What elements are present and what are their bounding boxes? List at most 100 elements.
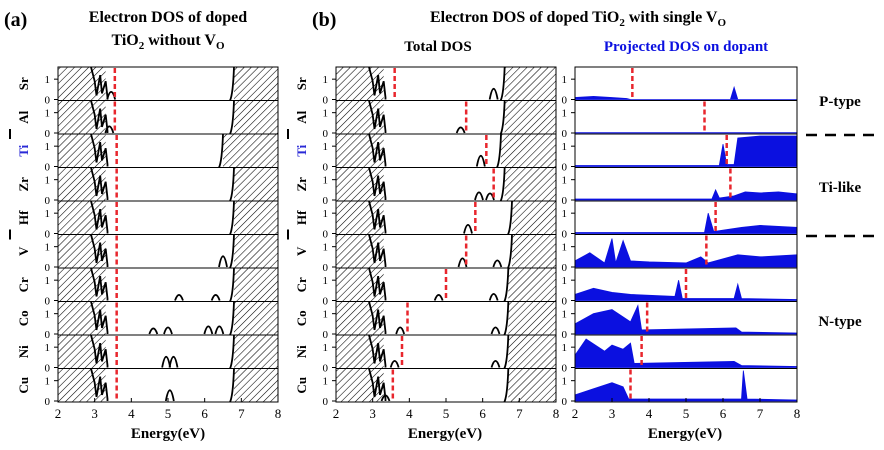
x-tick-label: 2	[333, 406, 340, 421]
conduction-band-edge-curve	[229, 267, 235, 302]
dos-peak	[168, 355, 179, 368]
y-tick-label: 0	[562, 296, 568, 308]
y-tick-label: 1	[45, 376, 51, 388]
y-tick-label: 1	[323, 74, 329, 86]
y-tick-label: 1	[45, 141, 51, 153]
dos-peak	[433, 294, 444, 301]
y-tick-label: 0	[562, 128, 568, 140]
x-tick-label: 7	[238, 406, 245, 421]
dos-peak	[488, 87, 499, 100]
label-ti-like: Ti-like	[819, 180, 862, 196]
conduction-band-hatch	[508, 301, 556, 335]
y-tick-label: 1	[45, 242, 51, 254]
y-tick-label: 1	[323, 376, 329, 388]
y-tick-label: 1	[323, 175, 329, 187]
conduction-band-edge-curve	[503, 368, 510, 403]
conduction-band-edge-curve	[503, 301, 510, 336]
conduction-band-edge-curve	[218, 133, 224, 168]
y-tick-label: 1	[562, 342, 568, 354]
y-tick-label: 1	[562, 175, 568, 187]
y-tick-label: 0	[323, 296, 329, 308]
projected-dos-area	[574, 135, 798, 167]
valence-band-edge-curve	[368, 66, 387, 100]
dos-peak	[203, 325, 214, 335]
x-tick-label: 2	[572, 406, 579, 421]
valence-band-edge-curve	[90, 234, 109, 267]
dos-peak	[492, 259, 503, 268]
valence-band-edge-curve	[90, 368, 109, 401]
y-tick-label: 0	[45, 363, 51, 375]
dos-peak	[106, 90, 117, 100]
y-tick-label: 0	[45, 195, 51, 207]
conduction-band-edge-curve	[229, 200, 235, 235]
projected-dos-area	[574, 238, 798, 268]
x-tick-label: 3	[91, 406, 98, 421]
y-tick-label: 1	[45, 342, 51, 354]
y-tick-label: 0	[45, 329, 51, 341]
y-tick-label: 1	[45, 275, 51, 287]
conduction-band-hatch	[512, 201, 556, 235]
x-tick-label: 4	[128, 406, 135, 421]
conduction-band-hatch	[504, 167, 556, 201]
dopant-label: Cu	[294, 377, 309, 394]
y-tick-label: 0	[562, 162, 568, 174]
dos-peak	[148, 327, 159, 335]
conduction-band-hatch	[508, 268, 556, 302]
x-tick-label: 5	[165, 406, 172, 421]
dopant-label: Al	[16, 110, 31, 123]
conduction-band-hatch	[234, 167, 278, 201]
x-tick-label: 5	[683, 406, 690, 421]
x-tick-label: 2	[55, 406, 62, 421]
dopant-label: Cr	[16, 277, 31, 292]
y-tick-label: 1	[323, 208, 329, 220]
row-frame	[574, 66, 798, 101]
dopant-label: Al	[294, 110, 309, 123]
dos-peak	[163, 326, 173, 335]
x-tick-label: 6	[720, 406, 727, 421]
x-tick-label: 8	[275, 406, 282, 421]
dopant-label: V	[16, 246, 31, 256]
valence-band-edge-curve	[368, 100, 387, 133]
x-tick-label: 7	[516, 406, 523, 421]
conduction-band-hatch	[223, 134, 278, 168]
y-tick-label: 1	[323, 342, 329, 354]
valence-band-edge-curve	[368, 167, 387, 200]
y-tick-label: 0	[562, 195, 568, 207]
y-tick-label: 1	[562, 74, 568, 86]
y-tick-label: 0	[562, 329, 568, 341]
x-tick-label: 5	[443, 406, 450, 421]
conduction-band-edge-curve	[507, 200, 513, 235]
conduction-band-hatch	[234, 368, 278, 402]
panel-b-letter: (b)	[312, 9, 336, 31]
dos-peak	[463, 223, 473, 234]
y-tick-label: 0	[45, 396, 51, 408]
conduction-band-hatch	[234, 201, 278, 235]
y-tick-label: 0	[45, 229, 51, 241]
y-tick-label: 0	[323, 363, 329, 375]
y-tick-label: 0	[323, 162, 329, 174]
y-tick-label: 0	[323, 396, 329, 408]
y-tick-label: 1	[562, 108, 568, 120]
dopant-label: Ti	[294, 144, 309, 156]
panel-a-title-line2: TiO2 without VO	[111, 32, 225, 52]
dopant-label: Ni	[16, 345, 31, 358]
conduction-band-hatch	[234, 335, 278, 369]
dopant-label: Hf	[294, 210, 309, 225]
y-tick-label: 1	[45, 208, 51, 220]
conduction-band-hatch	[504, 100, 556, 134]
dos-peak	[174, 294, 184, 301]
y-tick-label: 0	[323, 95, 329, 107]
projected-dos-area	[574, 370, 798, 402]
y-tick-label: 1	[45, 108, 51, 120]
y-tick-label: 0	[562, 229, 568, 241]
dos-peak	[104, 125, 115, 134]
dos-peak	[455, 126, 466, 134]
label-n-type: N-type	[818, 314, 862, 330]
dopant-label: Ni	[294, 345, 309, 358]
conduction-band-edge-curve	[229, 334, 235, 369]
y-tick-label: 1	[323, 275, 329, 287]
dos-peak	[164, 389, 175, 402]
y-tick-label: 0	[323, 128, 329, 140]
panel-a-title-line1: Electron DOS of doped	[89, 9, 247, 26]
